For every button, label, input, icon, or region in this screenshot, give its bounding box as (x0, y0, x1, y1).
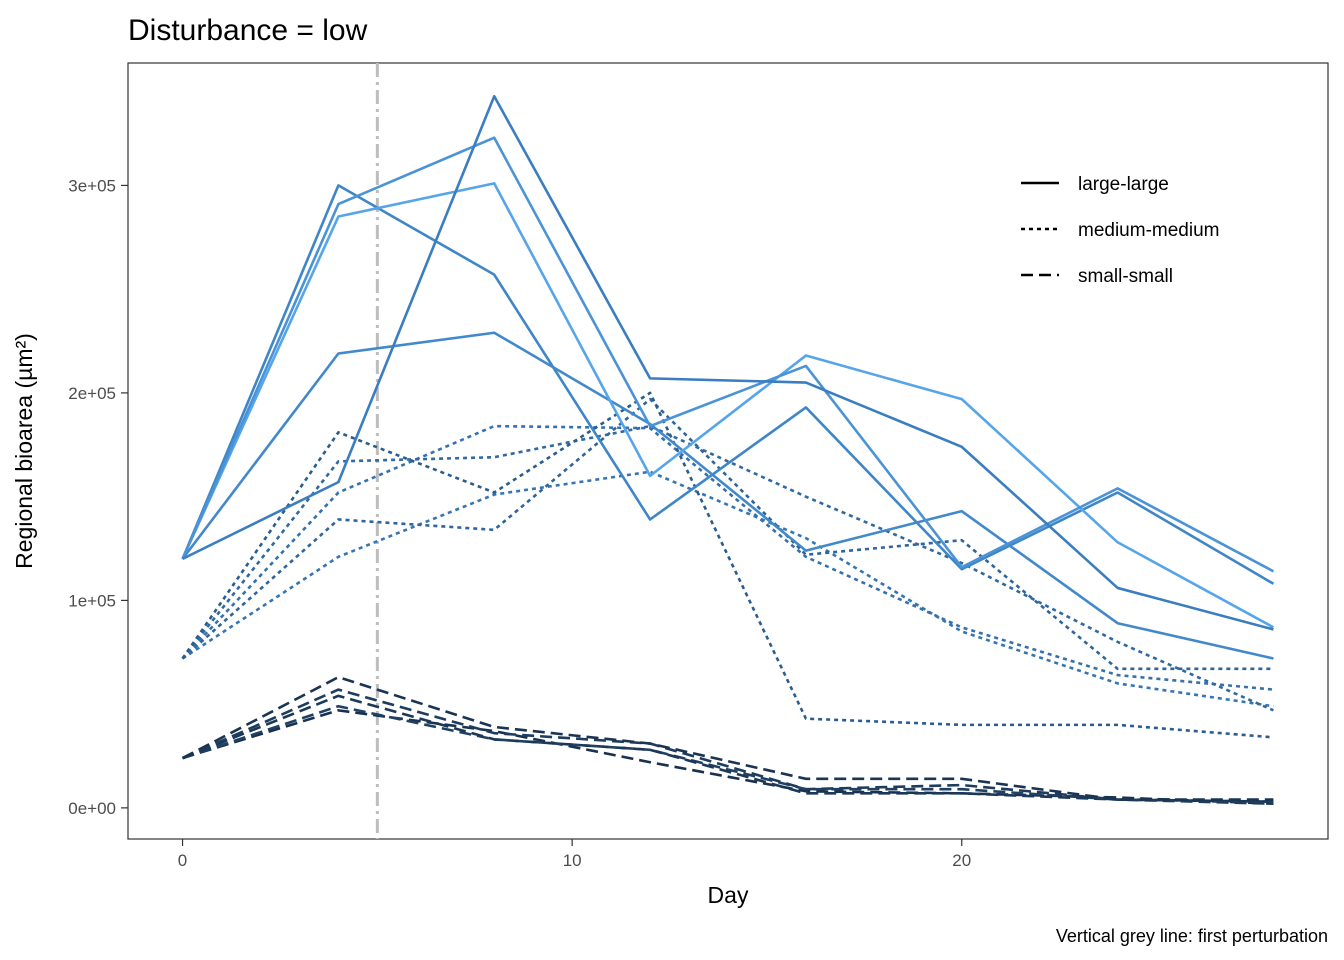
legend-label-medium-medium: medium-medium (1078, 220, 1219, 241)
series-line-large-large-1 (181, 94, 1274, 631)
series-layer (181, 94, 1275, 806)
caption: Vertical grey line: first perturbation (1056, 926, 1328, 946)
x-tick-label: 0 (178, 851, 187, 870)
series-line-medium-medium-9 (181, 397, 1274, 671)
series-line-medium-medium-6 (181, 391, 1274, 739)
legend: large-large medium-medium small-small (1021, 174, 1219, 287)
legend-label-large-large: large-large (1078, 174, 1169, 195)
series-line-large-large-2 (181, 136, 1275, 573)
y-tick-label: 3e+05 (68, 176, 116, 195)
series-line-medium-medium-7 (181, 424, 1274, 712)
series-line-small-small-13 (182, 694, 1274, 803)
y-tick-label: 0e+00 (68, 799, 116, 818)
x-tick-label: 20 (952, 851, 971, 870)
y-tick-label: 2e+05 (68, 384, 116, 403)
series-line-large-large-3 (181, 182, 1275, 629)
legend-label-small-small: small-small (1078, 266, 1173, 287)
y-axis-label: Regional bioarea (µm²) (11, 333, 37, 569)
x-axis-label: Day (708, 882, 749, 908)
series-line-large-large-4 (181, 331, 1274, 660)
y-tick-label: 1e+05 (68, 591, 116, 610)
series-line-small-small-11 (181, 675, 1274, 801)
x-tick-label: 10 (563, 851, 582, 870)
series-line-large-large-5 (181, 184, 1275, 585)
x-axis: 0 10 20 (178, 839, 971, 870)
chart-title: Disturbance = low (128, 14, 368, 47)
y-axis: 0e+00 1e+05 2e+05 3e+05 (68, 176, 128, 818)
